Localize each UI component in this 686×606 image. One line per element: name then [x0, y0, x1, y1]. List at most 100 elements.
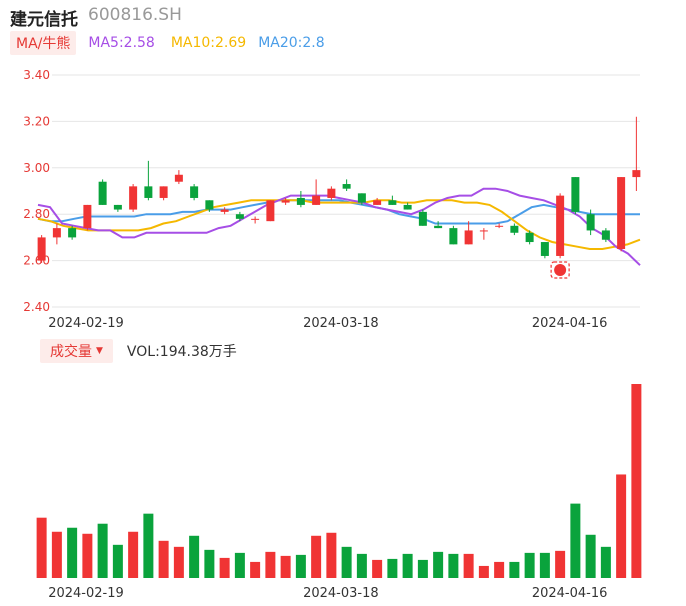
volume-bar — [402, 553, 413, 578]
candle-body — [403, 204, 412, 210]
volume-bar — [82, 533, 93, 578]
volume-bar — [494, 561, 505, 578]
volume-bar — [219, 557, 230, 578]
candle-body — [327, 188, 336, 198]
volume-bar — [250, 561, 261, 578]
candle-body — [266, 200, 275, 222]
volume-indicator-selector[interactable]: 成交量 ▼ — [40, 339, 113, 363]
volume-bar — [36, 517, 47, 578]
candle-body — [83, 204, 92, 229]
candle-body — [312, 195, 321, 205]
stock-code: 600816.SH — [88, 5, 182, 25]
x-tick-label: 2024-03-18 — [303, 586, 379, 601]
volume-bars — [36, 384, 642, 578]
volume-bar — [173, 546, 184, 578]
candle-body — [357, 193, 366, 203]
volume-bar — [234, 552, 245, 578]
y-tick-label: 3.00 — [23, 161, 50, 175]
candle-body — [571, 177, 580, 212]
candle-body — [525, 232, 534, 243]
candle-body — [632, 170, 641, 178]
candle-body — [617, 177, 626, 249]
volume-bar — [555, 550, 566, 578]
x-tick-label: 2024-04-16 — [532, 586, 608, 601]
ma20-legend: MA20:2.8 — [258, 35, 325, 51]
volume-bar — [158, 540, 169, 578]
volume-bar — [326, 532, 337, 578]
candle-body — [174, 174, 183, 182]
candle-body — [220, 209, 229, 212]
y-tick-label: 2.60 — [23, 254, 50, 268]
candle-body — [144, 186, 153, 198]
volume-bar — [356, 553, 367, 578]
moving-average-lines — [37, 187, 641, 266]
x-tick-label: 2024-02-19 — [48, 316, 124, 331]
volume-bar — [387, 558, 398, 578]
volume-tag-label: 成交量 — [50, 344, 92, 360]
candle-body — [68, 228, 77, 238]
volume-bar — [97, 523, 108, 578]
x-tick-label: 2024-02-19 — [48, 586, 124, 601]
volume-bar — [295, 554, 306, 578]
volume-bar — [616, 474, 627, 578]
volume-bar — [280, 555, 291, 578]
volume-bar — [631, 384, 642, 578]
candle-body — [37, 237, 46, 261]
ma10-legend: MA10:2.69 — [170, 35, 247, 51]
candle-body — [418, 211, 427, 226]
y-tick-label: 3.20 — [23, 114, 50, 128]
volume-bar — [585, 534, 596, 578]
x-tick-label: 2024-03-18 — [303, 316, 379, 331]
candle-body — [342, 184, 351, 189]
volume-bar — [204, 549, 215, 578]
volume-value: VOL:194.38万手 — [126, 344, 237, 360]
candle-body — [510, 225, 519, 233]
volume-bar — [463, 553, 474, 578]
volume-bar — [51, 531, 62, 578]
candle-body — [373, 200, 382, 205]
candle-body — [388, 200, 397, 205]
candle-body — [479, 230, 488, 232]
volume-bar — [311, 535, 322, 578]
candle-body — [296, 197, 305, 205]
candle-body — [159, 186, 168, 198]
candlestick-series — [37, 116, 641, 263]
volume-bar — [417, 559, 428, 578]
volume-bar — [448, 553, 459, 578]
volume-bar — [524, 552, 535, 578]
stock-name: 建元信托 — [10, 10, 78, 30]
ma-indicator-selector[interactable]: MA/牛熊 — [10, 31, 77, 55]
candle-body — [464, 230, 473, 245]
ma5-legend: MA5:2.58 — [88, 35, 155, 51]
bull-badge-frame — [550, 261, 570, 279]
candle-body — [129, 186, 138, 210]
candle-body — [52, 228, 61, 238]
volume-legend: 成交量 ▼ VOL:194.38万手 — [40, 339, 237, 363]
volume-bar — [433, 551, 444, 578]
y-tick-label: 2.80 — [23, 207, 50, 221]
candle-body — [434, 225, 443, 229]
price-axis-labels: 3.40 3.20 3.00 2.80 2.60 2.40 — [23, 68, 50, 314]
volume-bar — [128, 531, 139, 578]
caret-down-icon: ▼ — [96, 346, 103, 356]
candle-body — [98, 181, 107, 205]
volume-bar — [509, 561, 520, 578]
volume-bar — [478, 565, 489, 578]
ma10-line — [37, 199, 641, 250]
date-axis-labels-bottom: 2024-02-19 2024-03-18 2024-04-16 — [48, 586, 607, 601]
volume-bar — [143, 513, 154, 578]
candle-body — [113, 204, 122, 210]
volume-bar — [112, 544, 123, 578]
y-tick-label: 3.40 — [23, 68, 50, 82]
candle-body — [251, 218, 260, 220]
price-grid — [52, 74, 640, 308]
bull-signal-badge — [550, 261, 570, 279]
volume-bar — [600, 546, 611, 578]
date-axis-labels-top: 2024-02-19 2024-03-18 2024-04-16 — [48, 316, 607, 331]
candle-body — [556, 195, 565, 256]
candle-body — [586, 214, 595, 231]
ma5-line — [37, 187, 641, 266]
volume-bar — [189, 535, 200, 578]
candle-body — [449, 228, 458, 245]
